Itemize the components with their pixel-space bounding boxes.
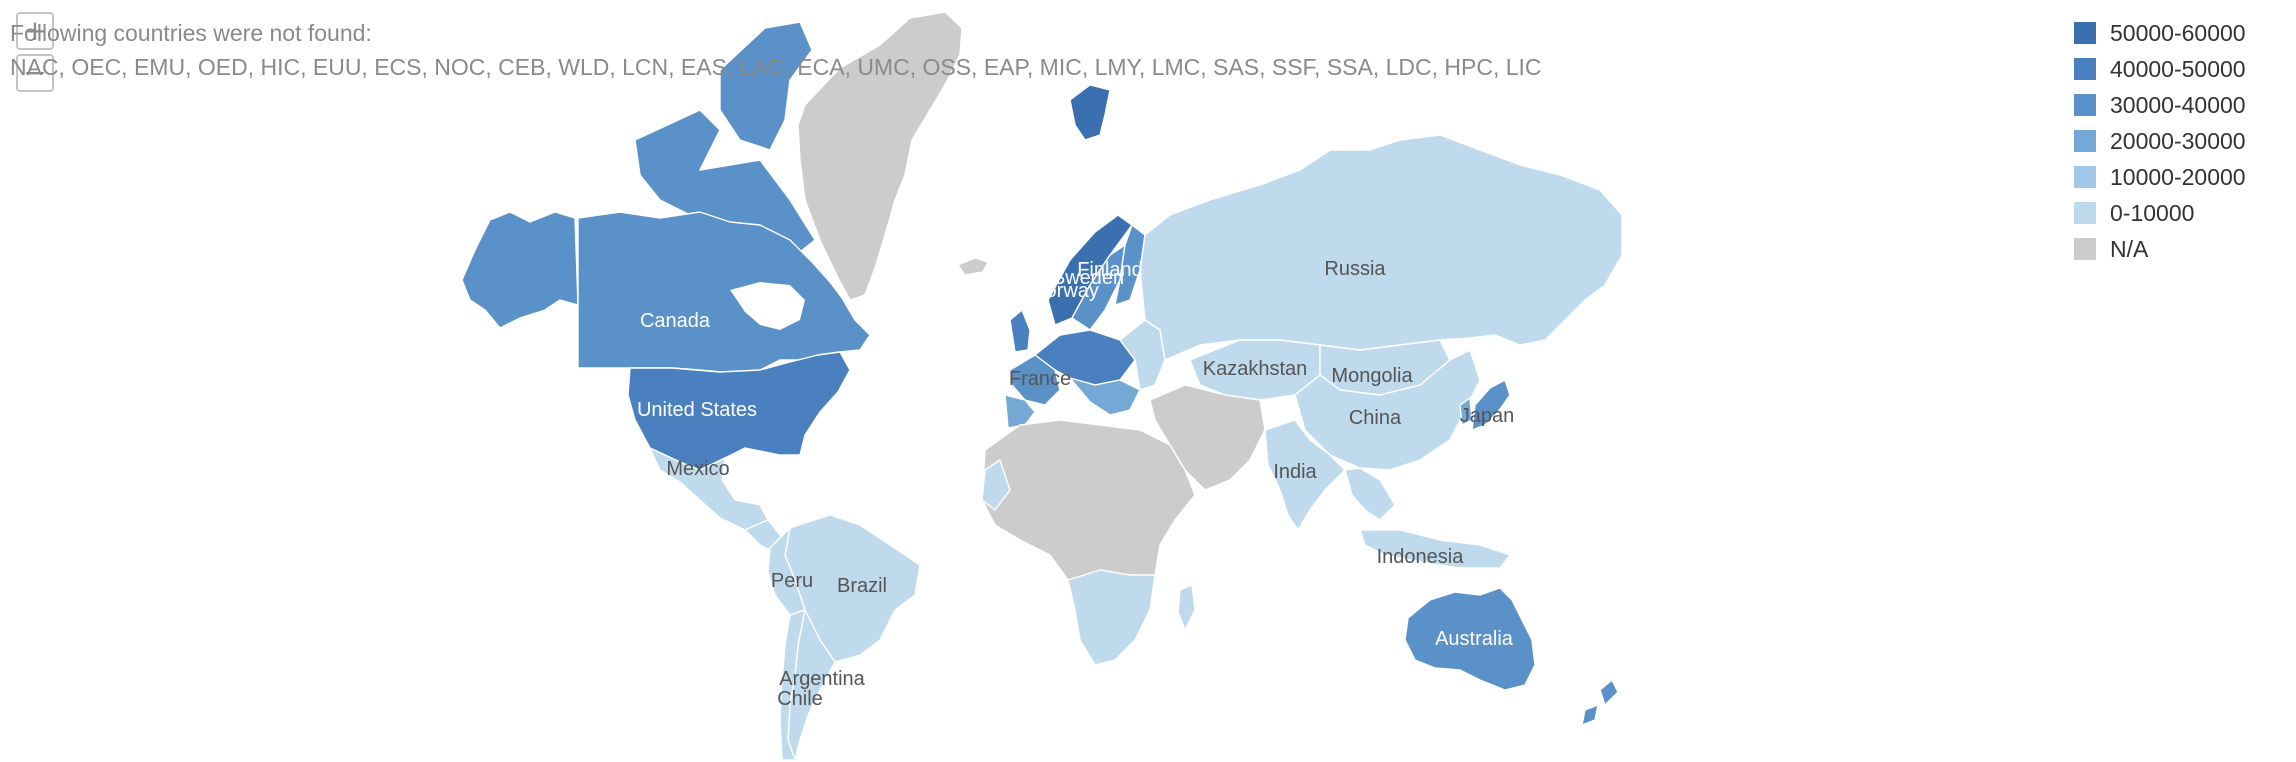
legend-swatch (2074, 238, 2096, 260)
country-africa-south[interactable] (1067, 569, 1156, 666)
label-united-states: United States (637, 399, 757, 421)
country-svalbard[interactable] (1069, 84, 1111, 141)
country-mexico[interactable] (649, 447, 769, 531)
label-finland: Finland (1077, 259, 1143, 281)
country-china[interactable] (1294, 349, 1481, 471)
country-uk[interactable] (1009, 309, 1031, 353)
label-indonesia: Indonesia (1377, 546, 1465, 568)
label-chile: Chile (777, 688, 823, 710)
legend-item[interactable]: 0-10000 (2074, 195, 2246, 231)
legend-swatch (2074, 202, 2096, 224)
legend-label: 10000-20000 (2110, 163, 2246, 190)
legend-label: 50000-60000 (2110, 19, 2246, 46)
legend-item[interactable]: 10000-20000 (2074, 159, 2246, 195)
country-italy-balkans[interactable] (1069, 377, 1141, 416)
country-korea[interactable] (1459, 397, 1473, 426)
not-found-notice: Following countries were not found: NAC,… (10, 16, 1542, 84)
label-australia: Australia (1435, 628, 1514, 650)
label-kazakhstan: Kazakhstan (1203, 358, 1308, 380)
country-norway[interactable] (1047, 214, 1133, 326)
country-russia[interactable] (1139, 134, 1623, 361)
legend-swatch (2074, 58, 2096, 80)
legend-label: 20000-30000 (2110, 127, 2246, 154)
country-france[interactable] (1009, 354, 1061, 406)
label-russia: Russia (1324, 258, 1386, 280)
country-japan[interactable] (1471, 379, 1511, 431)
minus-icon: − (23, 56, 47, 89)
legend-item[interactable]: N/A (2074, 231, 2246, 267)
legend-label: N/A (2110, 235, 2149, 262)
country-new-zealand[interactable] (1599, 679, 1619, 706)
label-mexico: Mexico (666, 458, 729, 480)
legend-swatch (2074, 94, 2096, 116)
country-finland[interactable] (1114, 224, 1146, 306)
legend-swatch (2074, 22, 2096, 44)
legend: 50000-60000 40000-50000 30000-40000 2000… (2074, 15, 2246, 267)
legend-item[interactable]: 50000-60000 (2074, 15, 2246, 51)
label-argentina: Argentina (779, 668, 865, 690)
label-mongolia: Mongolia (1331, 365, 1413, 387)
label-brazil: Brazil (837, 575, 887, 597)
country-chile[interactable] (779, 609, 806, 761)
legend-item[interactable]: 40000-50000 (2074, 51, 2246, 87)
country-greenland[interactable] (797, 11, 963, 301)
country-new-zealand-south[interactable] (1581, 704, 1599, 726)
country-indonesia[interactable] (1359, 529, 1511, 569)
country-iberia[interactable] (1004, 394, 1036, 429)
country-madagascar[interactable] (1177, 584, 1196, 631)
zoom-in-button[interactable]: + (16, 12, 54, 50)
legend-item[interactable]: 30000-40000 (2074, 87, 2246, 123)
legend-label: 30000-40000 (2110, 91, 2246, 118)
legend-label: 40000-50000 (2110, 55, 2246, 82)
label-canada: Canada (640, 310, 711, 332)
country-canada-islands[interactable] (719, 21, 813, 151)
legend-swatch (2074, 166, 2096, 188)
country-india[interactable] (1264, 419, 1346, 531)
label-india: India (1273, 461, 1317, 483)
notice-codes: NAC, OEC, EMU, OED, HIC, EUU, ECS, NOC, … (10, 54, 1542, 80)
country-iceland[interactable] (957, 257, 989, 276)
zoom-out-button[interactable]: − (16, 54, 54, 92)
zoom-controls: + − (16, 12, 54, 96)
country-europe-west[interactable] (1034, 329, 1136, 386)
country-middle-east[interactable] (1149, 384, 1266, 491)
country-alaska[interactable] (461, 211, 579, 329)
label-sweden: Sweden (1052, 267, 1124, 289)
label-france: France (1009, 368, 1071, 390)
label-china: China (1349, 407, 1402, 429)
country-west-africa[interactable] (981, 459, 1011, 511)
hudson-bay (730, 282, 805, 330)
label-japan: Japan (1460, 405, 1515, 427)
legend-item[interactable]: 20000-30000 (2074, 123, 2246, 159)
notice-title: Following countries were not found: (10, 20, 372, 46)
country-southeast-asia[interactable] (1344, 467, 1396, 521)
country-australia[interactable] (1404, 587, 1536, 691)
plus-icon: + (23, 14, 47, 47)
label-norway: Norway (1031, 280, 1099, 302)
country-canada-islands-2[interactable] (634, 109, 816, 261)
legend-label: 0-10000 (2110, 199, 2195, 226)
legend-swatch (2074, 130, 2096, 152)
label-peru: Peru (771, 570, 813, 592)
